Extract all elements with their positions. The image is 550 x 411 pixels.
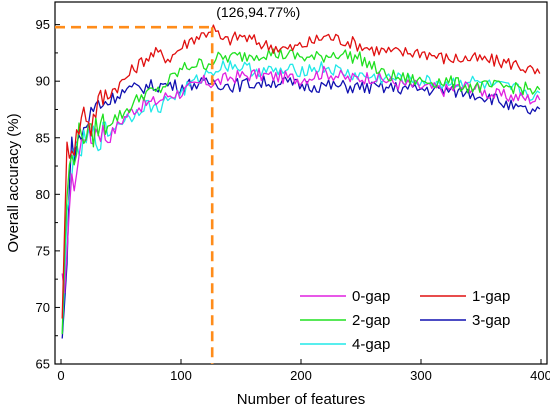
legend-label-4-gap: 4-gap (352, 336, 390, 353)
series-line-1-gap (61, 24, 541, 319)
y-tick-label: 90 (36, 74, 50, 89)
legend-label-1-gap: 1-gap (472, 288, 510, 305)
x-tick-label: 100 (170, 368, 192, 383)
series-lines (61, 24, 541, 339)
y-tick-label: 85 (36, 130, 50, 145)
y-tick-label: 70 (36, 300, 50, 315)
x-tick-label: 200 (290, 368, 312, 383)
legend: 0-gap 1-gap 2-gap 3-gap 4-gap (300, 288, 510, 353)
y-tick-label: 80 (36, 187, 50, 202)
x-tick-label: 0 (57, 368, 64, 383)
plot-area (61, 24, 541, 339)
legend-label-0-gap: 0-gap (352, 288, 390, 305)
y-tick-label: 75 (36, 243, 50, 258)
y-tick-label: 65 (36, 357, 50, 372)
axis-ticks: 0 100 200 300 400 65 70 75 80 85 90 95 (36, 17, 550, 383)
x-tick-label: 300 (410, 368, 432, 383)
series-line-3-gap (61, 75, 541, 339)
series-line-2-gap (61, 48, 541, 335)
annotation: (126,94.77%) (55, 4, 300, 364)
legend-label-2-gap: 2-gap (352, 312, 390, 329)
x-axis-title: Number of features (237, 391, 365, 408)
y-tick-label: 95 (36, 17, 50, 32)
x-tick-label: 400 (530, 368, 550, 383)
legend-label-3-gap: 3-gap (472, 312, 510, 329)
y-axis-title: Overall accuracy (%) (5, 113, 22, 252)
annotation-label: (126,94.77%) (216, 4, 300, 20)
